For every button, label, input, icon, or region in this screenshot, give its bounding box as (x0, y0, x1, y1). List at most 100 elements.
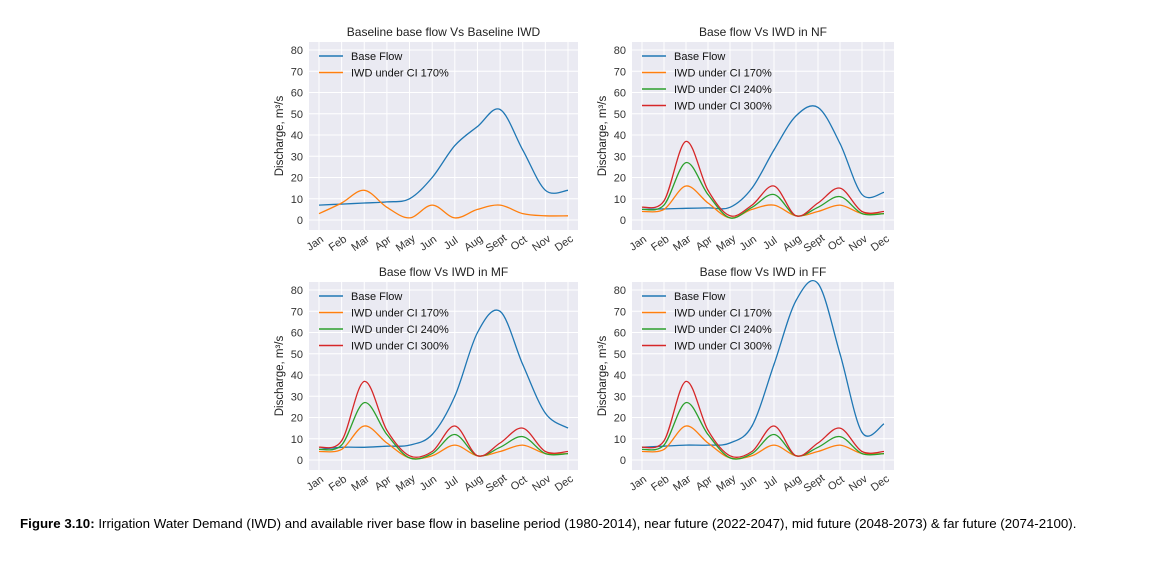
chart-panel-3: 0 10 20 30 40 50 60 70 80 Jan Feb Mar Apr May Jun Jul Au… (274, 265, 578, 495)
legend-label: IWD under CI 170% (674, 68, 772, 80)
x-tick-label: Jun (418, 474, 439, 494)
legend-label: IWD under CI 170% (351, 68, 449, 80)
y-tick-label: 80 (614, 285, 626, 297)
x-tick-label: Jan (628, 474, 649, 494)
x-tick-label: Apr (694, 474, 715, 494)
y-tick-label: 50 (614, 349, 626, 361)
x-tick-label: Feb (327, 473, 349, 494)
x-tick-label: Mar (349, 233, 372, 254)
x-tick-label: May (714, 472, 738, 494)
y-axis-label: Discharge, m³/s (274, 335, 286, 416)
chart-title: Base flow Vs IWD in MF (379, 265, 508, 279)
x-tick-label: Nov (847, 473, 870, 494)
x-tick-label: Oct (826, 234, 847, 254)
y-tick-label: 0 (620, 215, 626, 227)
series-line-iwd-under-ci-300 (641, 140, 885, 217)
legend-label: Base Flow (674, 291, 725, 303)
x-tick-label: Aug (781, 473, 804, 494)
y-tick-label: 10 (291, 434, 303, 446)
y-tick-label: 80 (614, 45, 626, 57)
y-tick-label: 40 (291, 130, 303, 142)
legend-label: IWD under CI 170% (351, 308, 449, 320)
series-line-base-flow (641, 280, 885, 448)
y-tick-label: 50 (291, 349, 303, 361)
x-tick-label: Mar (671, 233, 694, 254)
x-tick-label: Feb (649, 233, 671, 254)
y-tick-label: 0 (297, 455, 303, 467)
chart-panel-1: 0 10 20 30 40 50 60 70 80 Jan Feb Mar Apr May Jun Jul Au… (274, 25, 578, 255)
legend-label: IWD under CI 240% (351, 324, 449, 336)
x-tick-label: May (714, 232, 738, 254)
series-line-iwd-under-ci-170 (318, 189, 569, 219)
y-tick-label: 40 (291, 370, 303, 382)
caption-text: Irrigation Water Demand (IWD) and availa… (98, 516, 1077, 531)
caption-label: Figure 3.10: (20, 516, 95, 531)
x-tick-label: Jul (442, 475, 460, 493)
series-line-iwd-under-ci-240 (318, 401, 569, 460)
series-line-base-flow (318, 309, 569, 451)
x-tick-label: Sept (802, 232, 827, 255)
y-axis-label: Discharge, m³/s (597, 335, 609, 416)
y-tick-label: 50 (291, 109, 303, 121)
chart-title: Base flow Vs IWD in NF (699, 25, 827, 39)
x-tick-label: Jan (305, 474, 326, 494)
y-tick-label: 0 (620, 455, 626, 467)
x-tick-label: May (394, 472, 418, 494)
x-tick-label: Oct (509, 474, 530, 494)
y-tick-label: 30 (291, 391, 303, 403)
y-axis-label: Discharge, m³/s (597, 95, 609, 176)
x-tick-label: Jul (761, 235, 779, 253)
y-tick-label: 10 (291, 194, 303, 206)
x-tick-label: Apr (694, 234, 715, 254)
x-tick-label: Jan (305, 234, 326, 254)
y-tick-label: 50 (614, 109, 626, 121)
series-line-iwd-under-ci-170 (641, 185, 885, 219)
series-line-iwd-under-ci-240 (641, 161, 885, 219)
x-tick-label: Mar (349, 473, 372, 494)
x-tick-label: Dec (869, 233, 892, 254)
x-tick-label: Dec (869, 473, 892, 494)
series-line-iwd-under-ci-170 (641, 425, 885, 460)
legend-label: IWD under CI 240% (674, 84, 772, 96)
y-tick-label: 70 (614, 66, 626, 78)
series-line-iwd-under-ci-240 (641, 401, 885, 460)
y-tick-label: 20 (614, 413, 626, 425)
x-tick-label: Dec (553, 473, 576, 494)
x-tick-label: Oct (826, 474, 847, 494)
x-tick-label: Jul (442, 235, 460, 253)
y-tick-label: 20 (291, 413, 303, 425)
chart-panel-2: 0 10 20 30 40 50 60 70 80 Jan Feb Mar Apr May Jun Jul Au… (597, 25, 894, 255)
x-tick-label: Aug (781, 233, 804, 254)
x-tick-label: Apr (373, 234, 394, 254)
legend-label: IWD under CI 240% (674, 324, 772, 336)
y-tick-label: 20 (291, 173, 303, 185)
y-tick-label: 80 (291, 45, 303, 57)
chart-title: Base flow Vs IWD in FF (700, 265, 827, 279)
legend-label: IWD under CI 300% (674, 101, 772, 113)
y-tick-label: 20 (614, 173, 626, 185)
figure-caption: Figure 3.10: Irrigation Water Demand (IW… (20, 515, 1160, 532)
legend-label: Base Flow (674, 51, 725, 63)
x-tick-label: Jun (738, 474, 759, 494)
legend-label: IWD under CI 300% (674, 341, 772, 353)
y-tick-label: 70 (291, 66, 303, 78)
x-tick-label: Nov (847, 233, 870, 254)
y-tick-label: 80 (291, 285, 303, 297)
series-line-base-flow (641, 105, 885, 211)
x-tick-label: Jan (628, 234, 649, 254)
y-tick-label: 40 (614, 370, 626, 382)
y-tick-label: 40 (614, 130, 626, 142)
y-tick-label: 60 (614, 328, 626, 340)
x-tick-label: Mar (671, 473, 694, 494)
series-line-iwd-under-ci-300 (318, 380, 569, 458)
x-tick-label: Jun (418, 234, 439, 254)
y-tick-label: 30 (614, 391, 626, 403)
chart-title: Baseline base flow Vs Baseline IWD (347, 25, 541, 39)
x-tick-label: Feb (649, 473, 671, 494)
series-line-iwd-under-ci-300 (641, 380, 885, 458)
series-line-iwd-under-ci-170 (318, 425, 569, 460)
x-tick-label: Aug (462, 233, 485, 254)
y-tick-label: 30 (291, 151, 303, 163)
x-tick-label: Sept (802, 472, 827, 495)
legend-label: Base Flow (351, 291, 402, 303)
